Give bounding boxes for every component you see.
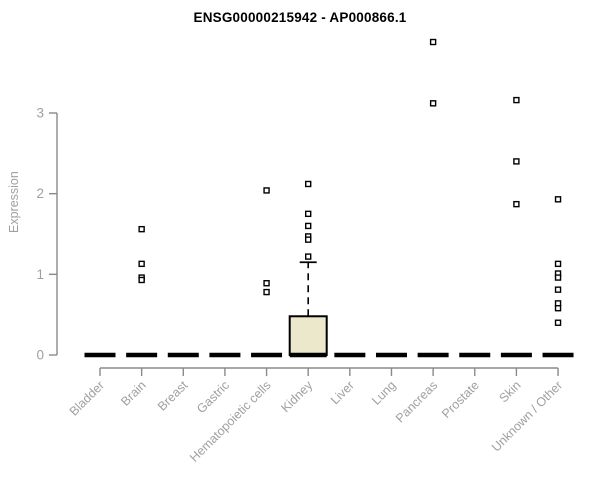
outlier-point — [138, 225, 145, 233]
outlier-point — [138, 260, 145, 268]
y-tick-label: 2 — [36, 186, 44, 201]
outlier-point — [305, 210, 312, 218]
outlier-point — [429, 100, 437, 107]
x-tick-label: Breast — [155, 378, 191, 414]
y-tick-label: 3 — [36, 106, 44, 121]
x-tick-label: Brain — [118, 378, 149, 409]
box — [288, 315, 328, 356]
x-tick-label: Bladder — [67, 378, 107, 418]
outlier-point — [429, 38, 437, 46]
outlier-point — [263, 280, 270, 287]
outlier-point — [554, 274, 562, 281]
x-tick-label: Liver — [328, 378, 357, 407]
outlier-point — [513, 158, 520, 165]
outlier-point — [263, 187, 270, 194]
outlier-point — [554, 319, 562, 326]
outlier-point — [554, 286, 562, 293]
outlier-point — [305, 253, 312, 260]
x-tick-label: Gastric — [194, 378, 232, 416]
outlier-point — [554, 305, 562, 312]
outlier-point — [263, 288, 270, 296]
x-tick-label: Pancreas — [393, 378, 440, 425]
x-tick-label: Prostate — [439, 378, 482, 421]
outlier-point — [513, 200, 520, 208]
outlier-point — [554, 260, 562, 268]
x-tick-label: Skin — [496, 378, 523, 405]
outlier-point — [513, 96, 520, 104]
x-tick-label: Kidney — [278, 378, 315, 415]
outlier-point — [305, 236, 312, 243]
outlier-point — [554, 196, 562, 203]
y-tick-label: 1 — [36, 267, 44, 282]
outlier-point — [305, 180, 312, 188]
outlier-point — [138, 276, 145, 284]
x-tick-label: Lung — [369, 378, 399, 408]
chart-title: ENSG00000215942 - AP000866.1 — [193, 10, 407, 25]
x-tick-label: Hematopoietic cells — [187, 378, 274, 465]
outlier-point — [305, 222, 312, 230]
y-tick-label: 0 — [36, 348, 44, 363]
x-tick-label: Unknown / Other — [489, 378, 565, 454]
